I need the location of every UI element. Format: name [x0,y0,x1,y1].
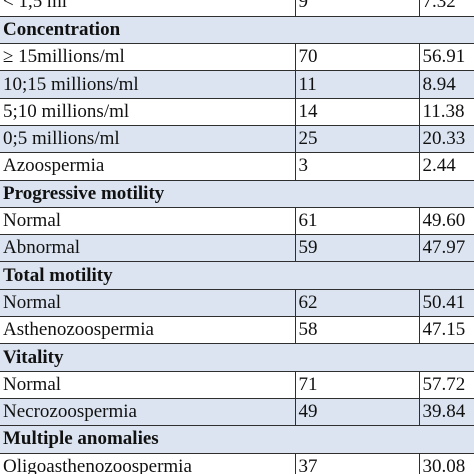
row-label-cell: Normal [0,289,295,318]
count-cell: 37 [294,453,419,474]
row-label-cell: Asthenozoospermia [0,316,295,345]
row-label-cell: Oligoasthenozoospermia [0,453,295,474]
table-row: Normal 62 50.41 [0,289,474,318]
percent-cell: 11.38 [418,98,474,126]
section-header-row: Concentration [0,16,474,45]
section-header-row: Multiple anomalies [0,425,474,454]
section-header-label: Vitality [0,343,474,372]
percent-cell: 47.97 [418,234,474,263]
row-label-cell: Normal [0,207,295,236]
section-header-row: Total motility [0,261,474,290]
row-label-cell: < 1,5 ml [0,0,295,17]
table-row: Azoospermia 3 2.44 [0,152,474,181]
table-row: Asthenozoospermia 58 47.15 [0,316,474,345]
row-label-cell: ≥ 15millions/ml [0,43,295,72]
percent-cell: 20.33 [418,125,474,154]
table-row: Normal 71 57.72 [0,371,474,399]
section-header-label: Total motility [0,261,474,290]
count-cell: 71 [294,371,419,399]
row-label-cell: Necrozoospermia [0,398,295,427]
percent-cell: 49.60 [418,207,474,236]
table-row: < 1,5 ml 9 7.32 [0,0,474,17]
table-row: Oligoasthenozoospermia 37 30.08 [0,453,474,474]
count-cell: 70 [294,43,419,72]
table-row: Normal 61 49.60 [0,207,474,236]
count-cell: 9 [294,0,419,17]
section-header-label: Progressive motility [0,180,474,208]
row-label-cell: 5;10 millions/ml [0,98,295,126]
table-row: Abnormal 59 47.97 [0,234,474,263]
count-cell: 61 [294,207,419,236]
table-row: ≥ 15millions/ml 70 56.91 [0,43,474,72]
row-label-cell: 10;15 millions/ml [0,70,295,99]
table-row: Necrozoospermia 49 39.84 [0,398,474,427]
count-cell: 25 [294,125,419,154]
percent-cell: 57.72 [418,371,474,399]
percent-cell: 50.41 [418,289,474,318]
count-cell: 11 [294,70,419,99]
row-label-cell: Azoospermia [0,152,295,181]
percent-cell: 56.91 [418,43,474,72]
table-row: 10;15 millions/ml 11 8.94 [0,70,474,99]
percent-cell: 47.15 [418,316,474,345]
percent-cell: 30.08 [418,453,474,474]
section-header-row: Progressive motility [0,180,474,208]
row-label-cell: 0;5 millions/ml [0,125,295,154]
percent-cell: 8.94 [418,70,474,99]
section-header-row: Vitality [0,343,474,372]
row-label-cell: Normal [0,371,295,399]
table-row: 5;10 millions/ml 14 11.38 [0,98,474,126]
section-header-label: Concentration [0,16,474,45]
percent-cell: 2.44 [418,152,474,181]
percent-cell: 7.32 [418,0,474,17]
count-cell: 58 [294,316,419,345]
section-header-label: Multiple anomalies [0,425,474,454]
table-row: 0;5 millions/ml 25 20.33 [0,125,474,154]
percent-cell: 39.84 [418,398,474,427]
count-cell: 49 [294,398,419,427]
count-cell: 3 [294,152,419,181]
count-cell: 62 [294,289,419,318]
count-cell: 59 [294,234,419,263]
row-label-cell: Abnormal [0,234,295,263]
count-cell: 14 [294,98,419,126]
